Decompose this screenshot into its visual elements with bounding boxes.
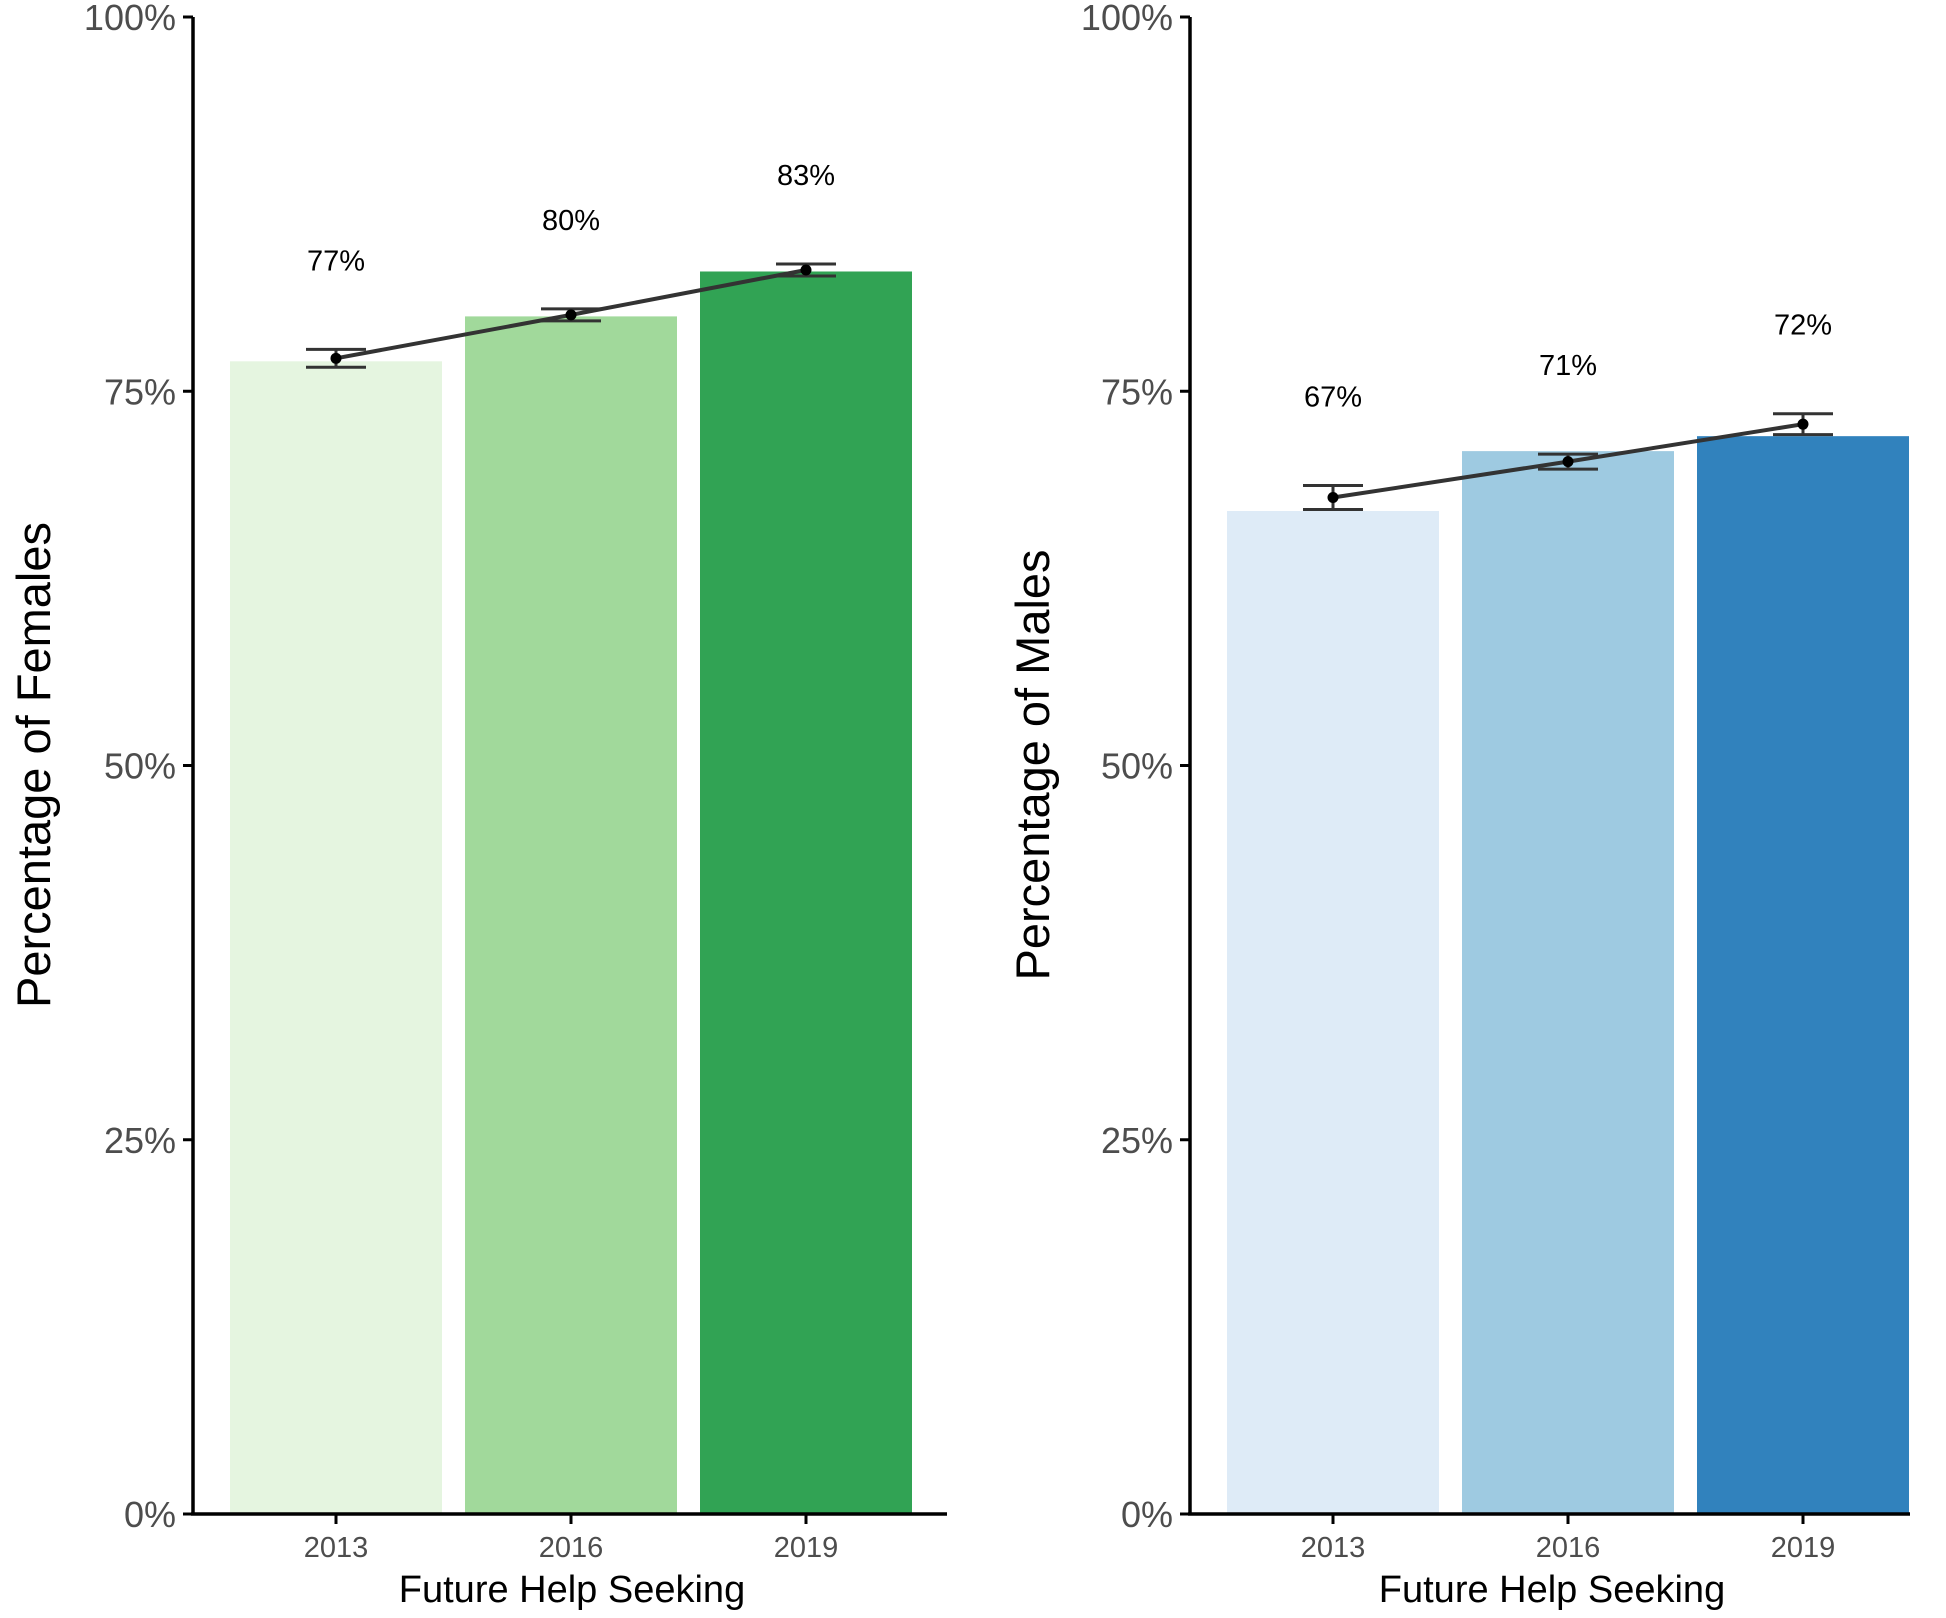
point-estimate	[565, 309, 577, 321]
point-estimate	[1562, 456, 1574, 468]
y-tick-label: 0%	[1121, 1494, 1173, 1535]
y-axis-title: Percentage of Females	[7, 522, 60, 1008]
x-tick-label: 2013	[1301, 1532, 1366, 1564]
bar-2019	[700, 271, 912, 1514]
x-tick-label: 2019	[1771, 1532, 1836, 1564]
y-tick-label: 100%	[84, 0, 176, 38]
y-tick-label: 50%	[104, 746, 176, 787]
y-tick-label: 0%	[124, 1494, 176, 1535]
data-label: 83%	[777, 160, 835, 192]
point-estimate	[1797, 418, 1809, 430]
x-tick-label: 2016	[539, 1532, 604, 1564]
y-tick-label: 100%	[1081, 0, 1173, 38]
x-axis-title: Future Help Seeking	[399, 1569, 745, 1611]
x-tick-label: 2013	[304, 1532, 369, 1564]
point-estimate	[800, 264, 812, 276]
y-tick-label: 75%	[1101, 371, 1173, 412]
data-label: 72%	[1774, 310, 1832, 342]
data-label: 80%	[542, 205, 600, 237]
x-tick-label: 2019	[774, 1532, 839, 1564]
bar-2013	[230, 361, 442, 1514]
bar-2016	[1462, 451, 1674, 1514]
y-tick-label: 75%	[104, 371, 176, 412]
data-label: 67%	[1304, 382, 1362, 414]
x-tick-label: 2016	[1536, 1532, 1601, 1564]
bar-2016	[465, 316, 677, 1514]
y-tick-label: 25%	[1101, 1120, 1173, 1161]
bar-2013	[1227, 511, 1439, 1514]
data-label: 77%	[307, 245, 365, 277]
y-tick-label: 50%	[1101, 746, 1173, 787]
bar-2019	[1697, 436, 1909, 1514]
y-axis-title: Percentage of Males	[1006, 549, 1059, 980]
x-axis-title: Future Help Seeking	[1379, 1569, 1725, 1611]
females-panel: 0% 25% 50% 75% 100% 2013 2016 2019 77% 80% 83% Futu…	[7, 0, 947, 1611]
y-tick-label: 25%	[104, 1120, 176, 1161]
data-label: 71%	[1539, 350, 1597, 382]
males-panel: 0% 25% 50% 75% 100% 2013 2016 2019 67% 71% 72% Futu…	[1006, 0, 1910, 1611]
point-estimate	[1327, 492, 1339, 504]
point-estimate	[330, 352, 342, 364]
